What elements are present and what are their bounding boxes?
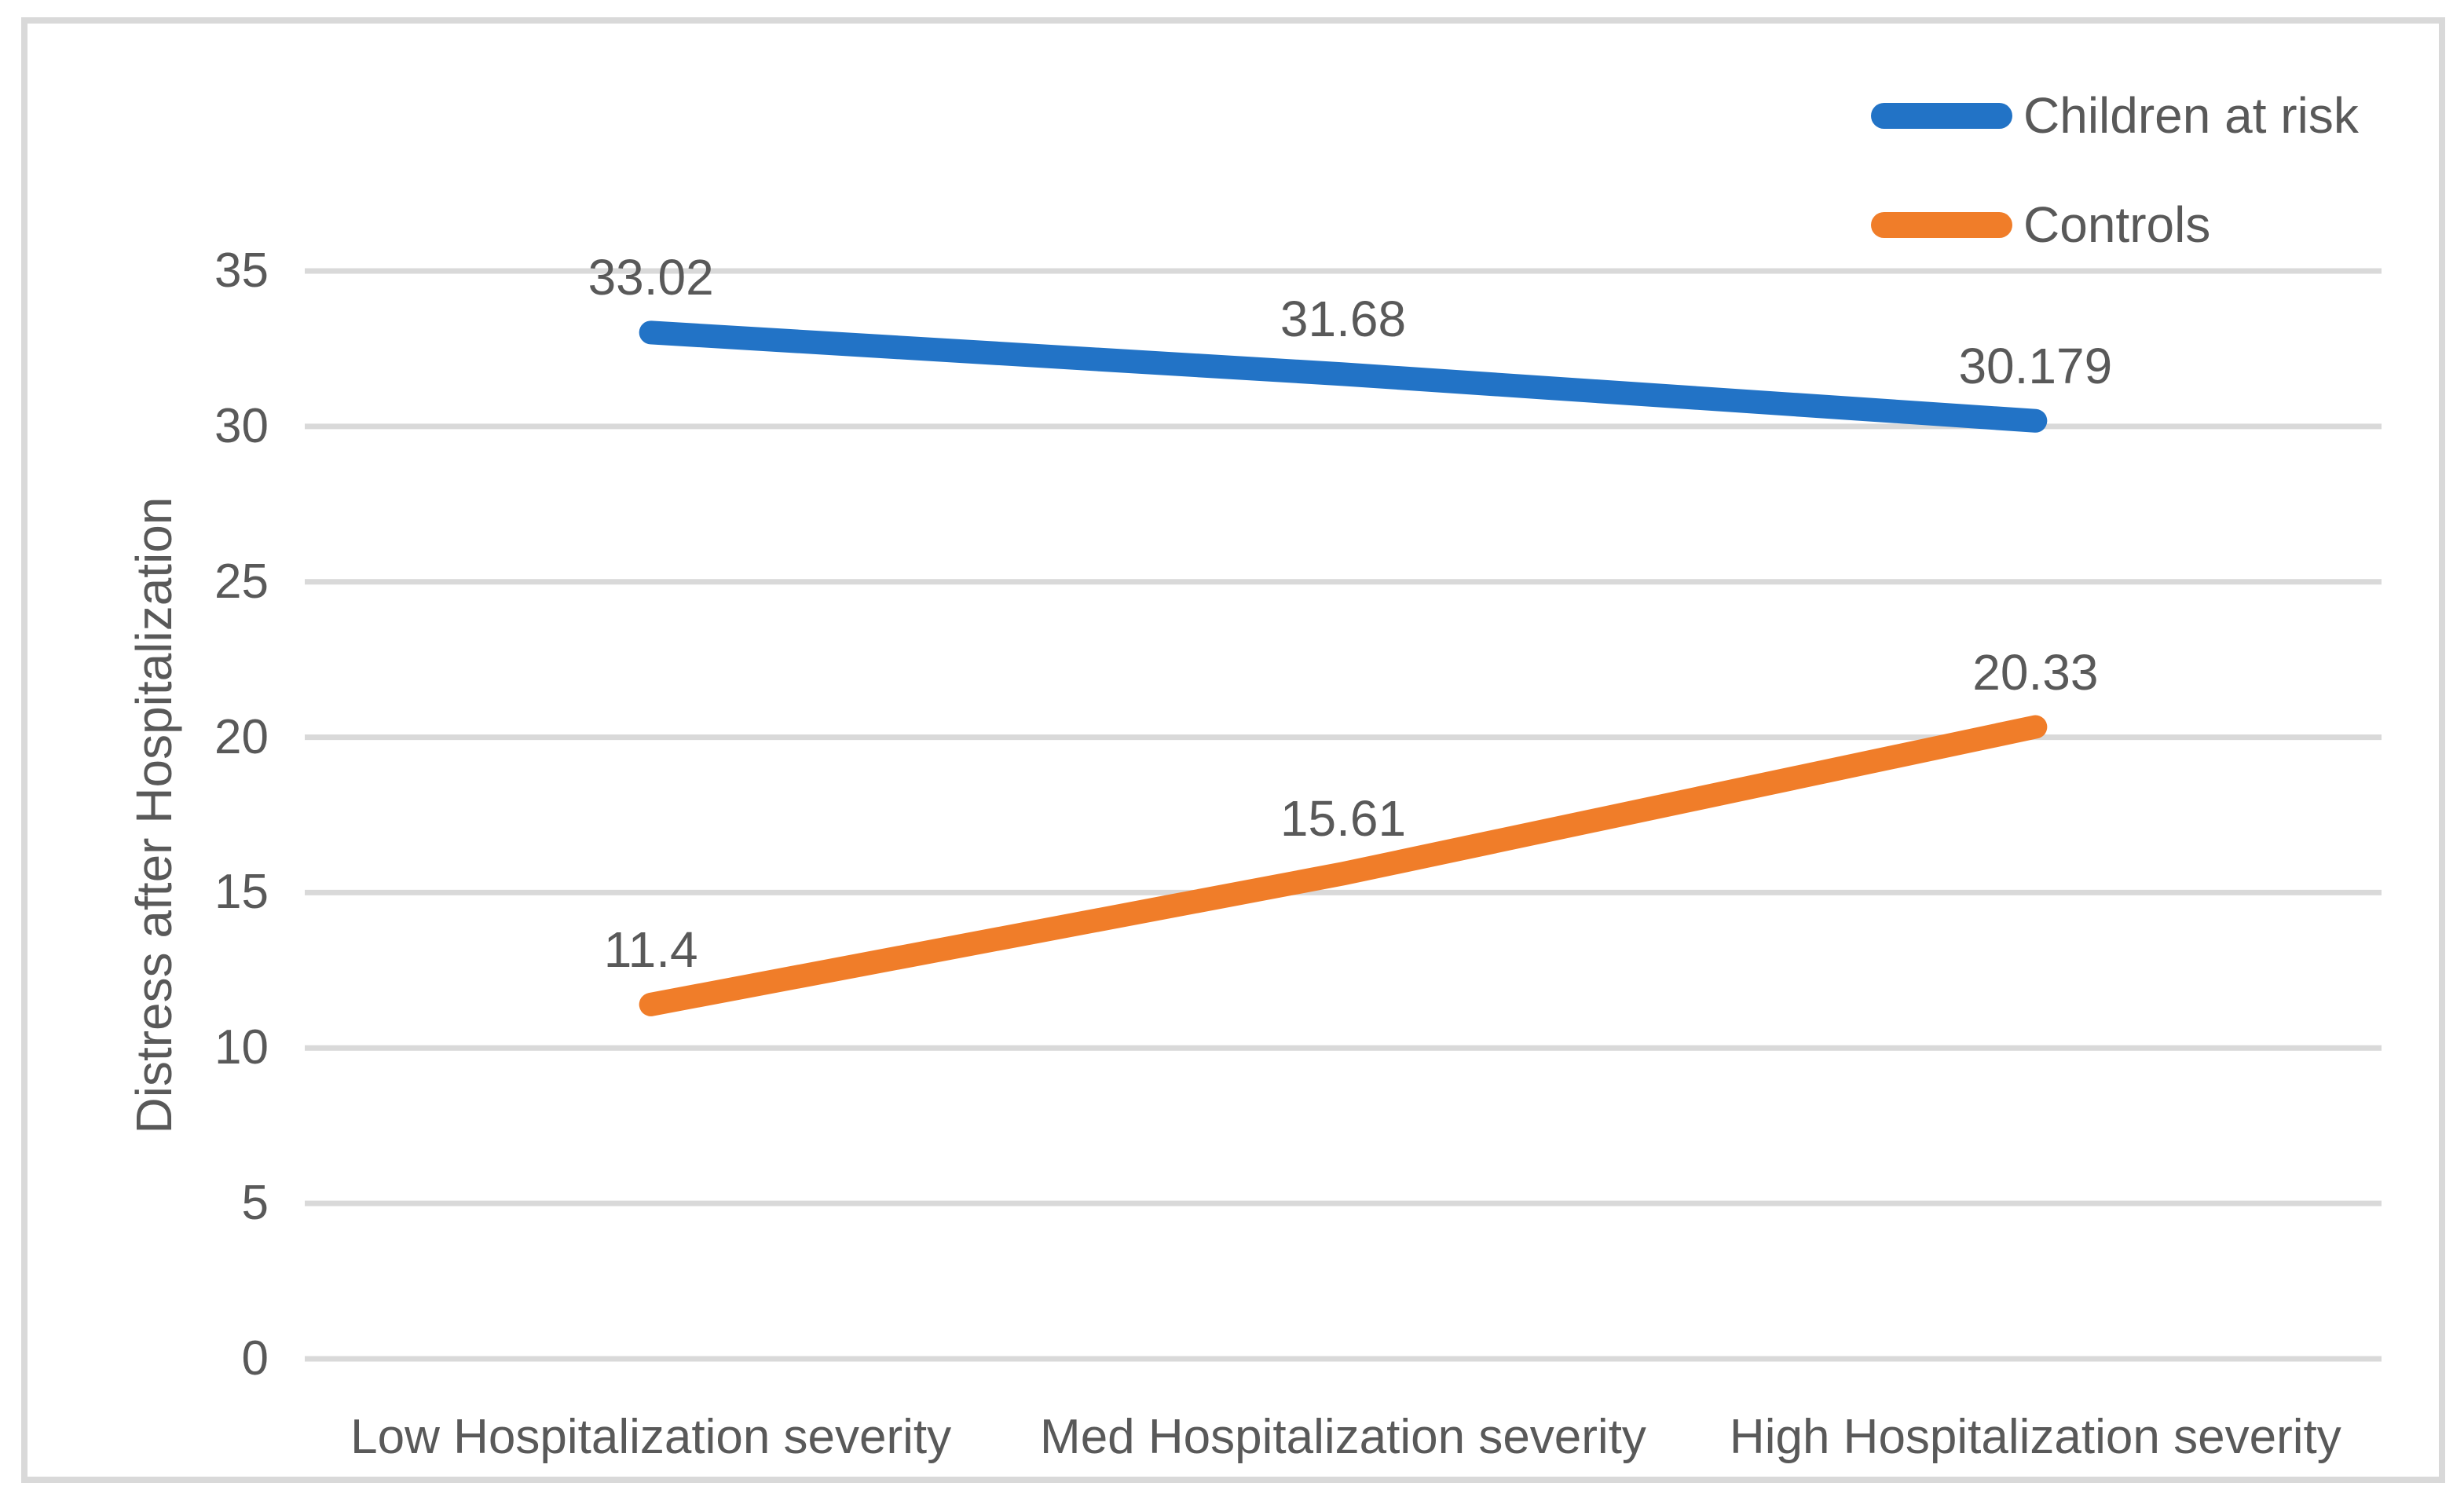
x-category-label: Med Hospitalization severity xyxy=(1040,1410,1646,1464)
legend-entry-children-at-risk: Children at risk xyxy=(1871,82,2359,148)
legend-entry-controls: Controls xyxy=(1871,192,2359,258)
y-tick-label: 15 xyxy=(214,865,269,920)
y-tick-label: 10 xyxy=(214,1020,269,1075)
y-tick-label: 30 xyxy=(214,398,269,453)
y-tick-label: 25 xyxy=(214,554,269,609)
data-label-controls: 15.61 xyxy=(1280,790,1407,848)
x-category-label: Low Hospitalization severity xyxy=(350,1410,952,1464)
data-label-controls: 20.33 xyxy=(1972,643,2099,701)
y-tick-label: 5 xyxy=(241,1176,269,1231)
chart-border xyxy=(21,17,2445,1483)
series-line-children-at-risk xyxy=(639,320,2048,433)
legend-swatch-children-at-risk-icon xyxy=(1871,102,2012,129)
data-label-controls: 11.4 xyxy=(603,921,698,978)
data-label-children-at-risk: 33.02 xyxy=(588,249,714,306)
x-category-label: High Hospitalization severity xyxy=(1729,1410,2341,1464)
legend-label-children-at-risk: Children at risk xyxy=(2023,87,2359,144)
series-line-controls xyxy=(639,715,2048,1016)
data-label-children-at-risk: 31.68 xyxy=(1280,291,1407,348)
legend: Children at risk Controls xyxy=(1871,82,2359,258)
legend-label-controls: Controls xyxy=(2023,196,2211,253)
data-label-children-at-risk: 30.179 xyxy=(1958,337,2113,394)
y-tick-label: 20 xyxy=(214,709,269,764)
y-tick-label: 0 xyxy=(241,1331,269,1386)
legend-swatch-controls-icon xyxy=(1871,211,2012,238)
y-tick-label: 35 xyxy=(214,243,269,298)
